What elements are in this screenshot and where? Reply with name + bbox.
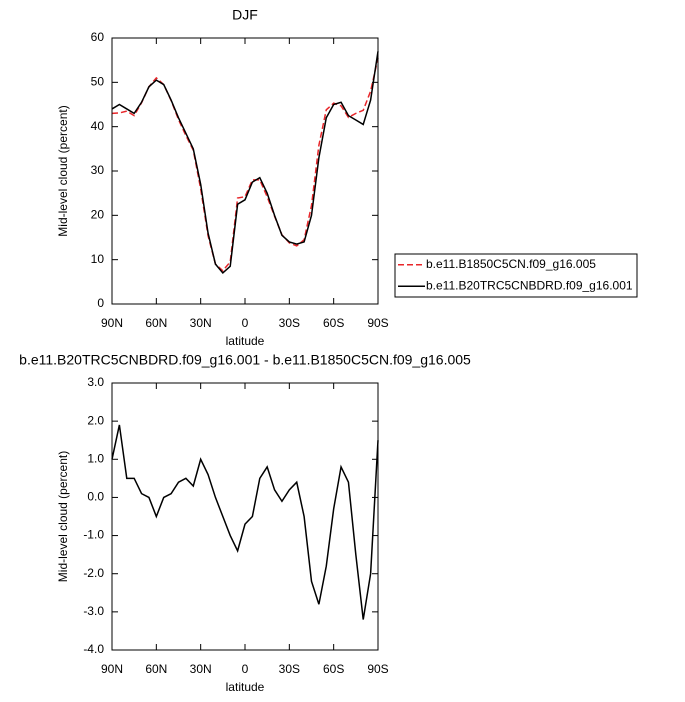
y-tick-label: 0 (97, 296, 104, 310)
x-tick-label: 60N (145, 662, 167, 676)
plot-frame (111, 37, 379, 305)
y-tick-label: -3.0 (83, 604, 104, 618)
x-tick-label: 30S (279, 662, 300, 676)
x-tick-label: 60S (323, 662, 344, 676)
x-tick-label: 90N (101, 316, 123, 330)
y-tick-label: -2.0 (83, 566, 104, 580)
x-tick-label: 30N (190, 316, 212, 330)
x-tick-label: 90S (367, 662, 388, 676)
x-tick-label: 0 (242, 316, 249, 330)
x-axis-label: latitude (226, 680, 265, 694)
y-tick-label: 50 (91, 75, 105, 89)
plot-frame (111, 382, 379, 651)
y-tick-label: 20 (91, 208, 105, 222)
y-tick-label: 3.0 (87, 375, 104, 389)
y-tick-label: -4.0 (83, 642, 104, 656)
y-tick-label: 1.0 (87, 451, 104, 465)
data-line (111, 424, 379, 620)
y-tick-label: -1.0 (83, 528, 104, 542)
chart-title: DJF (232, 7, 258, 23)
x-tick-label: 30N (190, 662, 212, 676)
y-tick-label: 2.0 (87, 413, 104, 427)
x-tick-label: 60S (323, 316, 344, 330)
legend-box (394, 253, 638, 298)
x-axis-label: latitude (226, 334, 265, 348)
x-tick-label: 90S (367, 316, 388, 330)
x-tick-label: 60N (145, 316, 167, 330)
legend-label: b.e11.B20TRC5CNBDRD.f09_g16.001 (426, 278, 633, 292)
y-axis-label: Mid-level cloud (percent) (56, 451, 70, 582)
x-tick-label: 0 (242, 662, 249, 676)
y-axis-label: Mid-level cloud (percent) (56, 105, 70, 236)
x-tick-label: 90N (101, 662, 123, 676)
y-tick-label: 30 (91, 163, 105, 177)
data-line (111, 57, 379, 272)
legend-label: b.e11.B1850C5CN.f09_g16.005 (426, 257, 596, 271)
chart-title: b.e11.B20TRC5CNBDRD.f09_g16.001 - b.e11.… (19, 352, 471, 368)
y-tick-label: 40 (91, 119, 105, 133)
y-tick-label: 60 (91, 30, 105, 44)
x-tick-label: 30S (279, 316, 300, 330)
data-line (111, 51, 379, 275)
y-tick-label: 0.0 (87, 490, 104, 504)
y-tick-label: 10 (91, 252, 105, 266)
